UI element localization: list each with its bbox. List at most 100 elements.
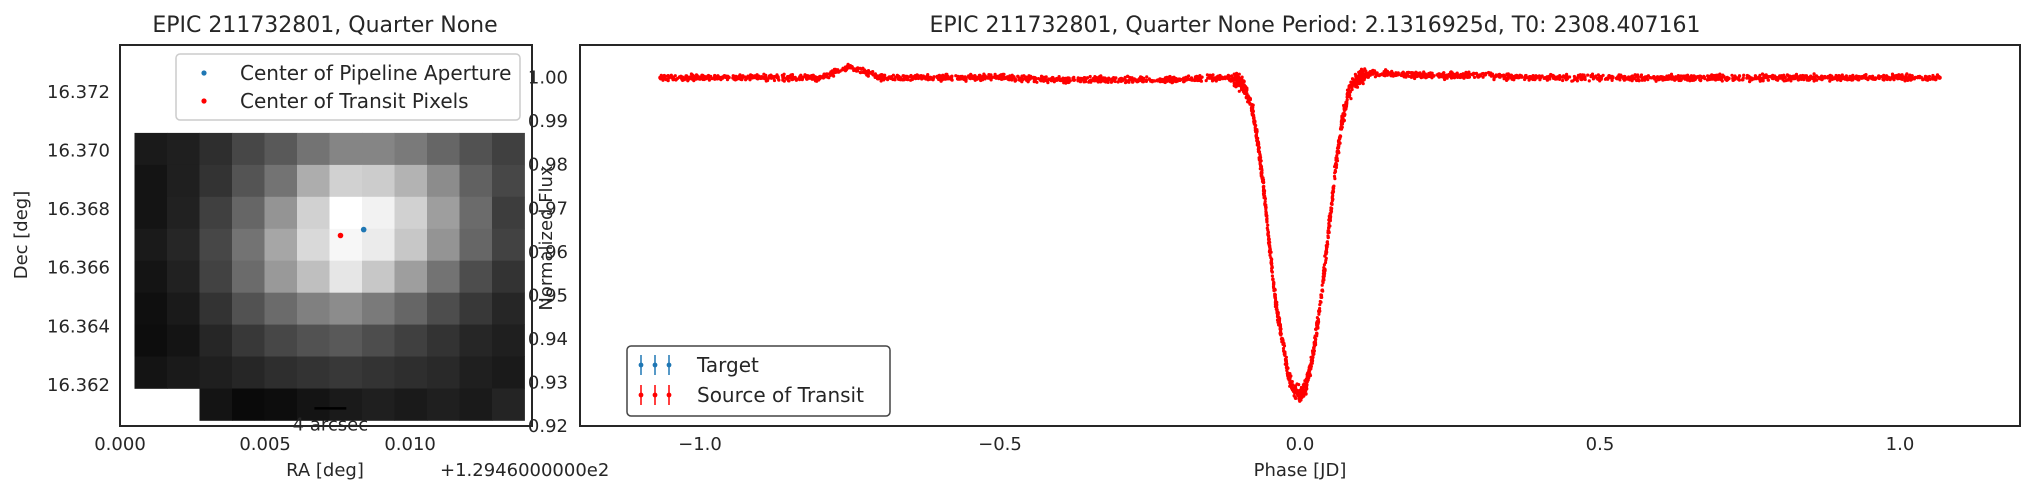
- flux-point: [821, 76, 826, 80]
- pixel-cell: [134, 324, 168, 357]
- transit-pixels-center-marker: [337, 232, 344, 239]
- flux-point: [1324, 258, 1328, 262]
- pixel-cell: [134, 260, 168, 293]
- flux-point: [1300, 392, 1304, 396]
- flux-point: [1293, 395, 1297, 399]
- pixel-cell: [199, 132, 233, 166]
- flux-point: [1809, 76, 1813, 80]
- flux-point: [1254, 123, 1258, 128]
- pixel-cell: [492, 164, 525, 198]
- flux-point: [1275, 308, 1279, 312]
- flux-point: [818, 76, 822, 80]
- flux-point: [1905, 72, 1909, 76]
- flux-point: [1334, 165, 1338, 170]
- flux-point: [1796, 78, 1800, 82]
- flux-point: [1784, 79, 1788, 83]
- flux-point: [1354, 75, 1358, 79]
- flux-point: [879, 73, 883, 77]
- flux-point: [978, 73, 982, 77]
- light-curve-x-ticks: −1.0 −0.5 0.0 0.5 1.0: [678, 434, 1914, 455]
- flux-point: [830, 70, 834, 74]
- flux-point: [800, 78, 804, 82]
- flux-point: [1258, 153, 1262, 157]
- flux-point: [750, 74, 754, 78]
- pixel-cell: [427, 196, 460, 230]
- light-curve-legend: Target Source of Transit: [626, 345, 891, 417]
- flux-point: [1116, 80, 1120, 84]
- flux-point: [1342, 113, 1347, 118]
- flux-point: [673, 74, 677, 78]
- flux-point: [1531, 74, 1535, 78]
- y-tick-label: 16.362: [47, 375, 110, 396]
- x-tick-label: −0.5: [978, 434, 1022, 455]
- flux-point: [1240, 87, 1244, 91]
- x-tick-label: −1.0: [678, 434, 722, 455]
- flux-point: [1524, 75, 1528, 79]
- pixel-cell: [297, 260, 330, 293]
- flux-point: [662, 75, 666, 79]
- flux-point: [1593, 75, 1597, 79]
- flux-point: [1909, 78, 1913, 82]
- flux-point: [772, 78, 777, 83]
- flux-point: [1318, 299, 1322, 304]
- flux-point: [1210, 79, 1215, 83]
- flux-point: [1126, 74, 1130, 78]
- flux-point: [950, 74, 954, 78]
- flux-point: [1280, 338, 1284, 342]
- flux-point: [1350, 77, 1355, 81]
- pixel-cell: [264, 356, 298, 389]
- flux-point: [726, 74, 730, 78]
- flux-point: [1270, 270, 1274, 274]
- flux-point: [1382, 73, 1386, 77]
- pixel-cell: [167, 164, 200, 198]
- flux-point: [1670, 76, 1674, 80]
- flux-point: [1028, 77, 1032, 81]
- flux-point: [1337, 144, 1341, 148]
- flux-point: [1839, 78, 1843, 83]
- flux-point: [1803, 74, 1807, 78]
- flux-point: [1131, 80, 1135, 84]
- flux-point: [1840, 73, 1844, 77]
- flux-point: [1765, 75, 1769, 80]
- flux-point: [791, 75, 795, 79]
- flux-point: [1302, 391, 1306, 395]
- flux-point: [1306, 371, 1310, 375]
- flux-point: [1312, 352, 1316, 356]
- flux-point: [1622, 77, 1626, 81]
- pixel-map-legend: Center of Pipeline Aperture Center of Tr…: [175, 53, 521, 121]
- flux-point: [1265, 217, 1269, 221]
- flux-point: [1449, 70, 1453, 74]
- flux-point: [1760, 72, 1765, 76]
- flux-point: [1260, 171, 1264, 175]
- flux-point: [1044, 75, 1048, 79]
- pixel-cell: [492, 196, 525, 230]
- pixel-cell: [362, 164, 395, 198]
- flux-point: [1851, 77, 1855, 81]
- pixel-cell: [492, 388, 525, 421]
- flux-point: [803, 75, 808, 79]
- flux-point: [1336, 139, 1341, 143]
- flux-point: [1537, 74, 1541, 78]
- pixel-cell: [492, 292, 525, 325]
- flux-point: [1232, 78, 1236, 82]
- flux-point: [1293, 384, 1298, 388]
- flux-point: [852, 68, 856, 73]
- flux-point: [1123, 77, 1127, 81]
- pixel-cell: [427, 164, 460, 198]
- pixel-cell: [329, 388, 363, 421]
- pixel-grid: [134, 132, 525, 421]
- flux-point: [1876, 75, 1880, 79]
- light-curve-points: [658, 62, 1942, 403]
- flux-point: [1264, 212, 1268, 216]
- flux-point: [1379, 73, 1383, 77]
- flux-point: [975, 77, 979, 81]
- flux-point: [906, 78, 910, 82]
- flux-point: [1322, 274, 1326, 278]
- flux-point: [1452, 73, 1456, 77]
- flux-point: [1206, 76, 1210, 80]
- pixel-cell: [232, 356, 265, 389]
- flux-point: [1689, 75, 1693, 80]
- flux-point: [1683, 74, 1687, 78]
- flux-point: [1358, 69, 1362, 73]
- pixel-cell: [134, 228, 168, 262]
